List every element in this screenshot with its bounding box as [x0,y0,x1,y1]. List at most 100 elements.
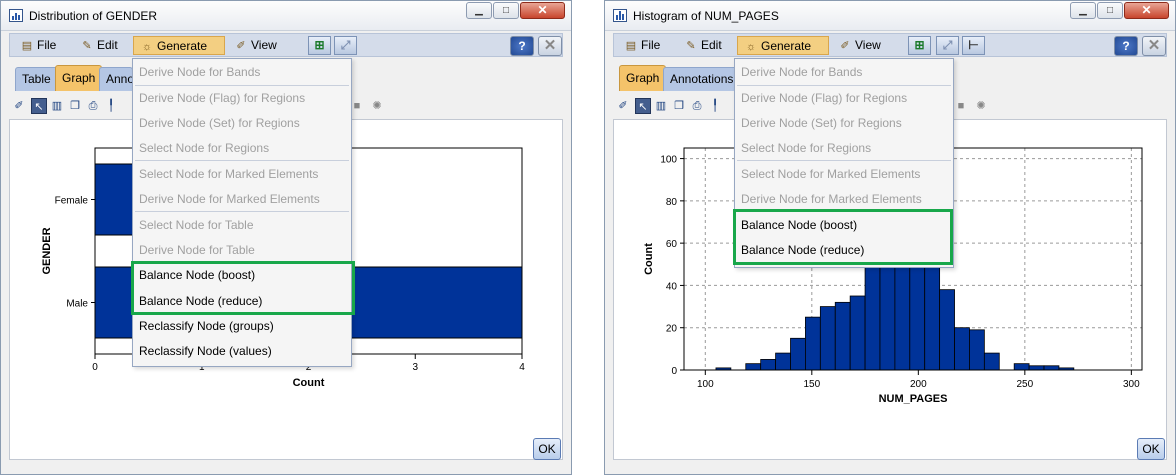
menu-item-derive-marked[interactable]: Derive Node for Marked Elements [139,192,320,206]
tab-annotations[interactable]: Annotations [663,67,741,91]
tool-icon[interactable]: ╿ [107,100,115,112]
minimize-button[interactable]: ▁ [1070,2,1096,19]
add-to-project-button[interactable]: ⊞ [908,36,931,55]
panel-toggle-button[interactable]: ⊢ [962,36,985,55]
x-tick-label: 1 [199,362,205,373]
menu-item-derive-marked[interactable]: Derive Node for Marked Elements [741,192,922,206]
maximize-button[interactable]: □ [493,2,519,19]
tab-graph[interactable]: Graph [55,65,103,91]
menu-item-select-marked[interactable]: Select Node for Marked Elements [741,167,921,181]
close-button[interactable]: ✕ [1124,2,1169,19]
menu-item-select-regions[interactable]: Select Node for Regions [139,141,270,155]
menu-item-reclassify-values[interactable]: Reclassify Node (values) [139,344,272,358]
print-icon[interactable]: ⎙ [692,100,702,112]
close-button[interactable]: ✕ [520,2,565,19]
y-tick-label: Female [55,196,89,207]
menu-view[interactable]: ✐ View [228,36,283,55]
maximize-button[interactable]: □ [1097,2,1123,19]
y-tick-label: 60 [666,239,678,250]
window-title: Distribution of GENDER [29,9,158,23]
copy-icon[interactable]: ❐ [674,100,684,112]
menu-item-derive-flag-regions[interactable]: Derive Node (Flag) for Regions [741,91,908,105]
window-app-icon [9,9,23,22]
help-icon[interactable]: ? [1114,36,1138,56]
title-bar[interactable]: Histogram of NUM_PAGES ▁ □ ✕ [605,1,1175,31]
select-icon[interactable]: ↖ [635,98,651,114]
menu-item-derive-set-regions[interactable]: Derive Node (Set) for Regions [741,116,902,130]
x-tick-label: 200 [910,379,927,390]
select-icon[interactable]: ↖ [31,98,47,114]
menu-item-select-marked[interactable]: Select Node for Marked Elements [139,167,319,181]
print-icon[interactable]: ⎙ [88,100,98,112]
graph-toolbar: ✐ ↖ ▥ ❐ ⎙ ╿ ■ ✺ [613,95,1167,117]
close-panel-icon[interactable]: ✕ [1142,36,1166,56]
histogram-bar [983,352,1000,371]
menu-separator [135,160,349,161]
menu-item-balance-reduce[interactable]: Balance Node (reduce) [741,243,865,257]
help-icon[interactable]: ? [510,36,534,56]
menu-edit[interactable]: ✎ Edit [74,36,124,55]
menu-item-balance-reduce[interactable]: Balance Node (reduce) [139,294,263,308]
histogram-bar [1013,363,1030,371]
menu-view[interactable]: ✐ View [832,36,887,55]
x-tick-label: 3 [412,362,418,373]
window-title: Histogram of NUM_PAGES [633,9,779,23]
menu-item-derive-set-regions[interactable]: Derive Node (Set) for Regions [139,116,300,130]
y-tick-label: 0 [671,366,677,377]
menu-file[interactable]: ▤ File [14,36,62,55]
menu-item-balance-boost[interactable]: Balance Node (boost) [741,218,858,232]
tab-graph[interactable]: Graph [619,65,667,91]
add-to-project-button[interactable]: ⊞ [308,36,331,55]
ok-button[interactable]: OK [1137,438,1165,460]
x-tick-label: 300 [1123,379,1140,390]
histogram-bar [1043,365,1060,371]
highlight-box [131,261,355,315]
file-icon: ▤ [21,40,33,52]
disabled-tool-button[interactable]: ⤢ [334,36,357,55]
disabled-tool-button[interactable]: ⤢ [936,36,959,55]
highlight-box [733,209,953,265]
settings-icon[interactable]: ✺ [976,100,986,112]
menu-item-derive-bands[interactable]: Derive Node for Bands [139,65,261,79]
tab-annotations[interactable]: Anno [99,67,133,91]
brush-icon: ✐ [236,40,246,52]
menu-item-reclassify-groups[interactable]: Reclassify Node (groups) [139,319,274,333]
menu-edit[interactable]: ✎ Edit [678,36,728,55]
menu-generate[interactable]: ☼ Generate [737,36,829,55]
tool-icon[interactable]: ╿ [711,100,719,112]
menu-item-derive-table[interactable]: Derive Node for Table [139,243,255,257]
menu-item-balance-boost[interactable]: Balance Node (boost) [139,268,256,282]
tool-icon[interactable]: ■ [957,100,965,112]
generate-icon: ☼ [745,41,757,53]
y-tick-label: 80 [666,197,678,208]
y-tick-label: 20 [666,324,678,335]
title-bar[interactable]: Distribution of GENDER ▁ □ ✕ [1,1,571,31]
copy-icon[interactable]: ❐ [70,100,80,112]
menu-item-derive-flag-regions[interactable]: Derive Node (Flag) for Regions [139,91,306,105]
ok-button[interactable]: OK [533,438,561,460]
histogram-bar [864,257,881,371]
x-tick-label: 100 [697,379,714,390]
menu-separator [737,85,951,86]
menu-bar: ▤ File ✎ Edit ☼ Generate ✐ View ⊞ ⤢ ⊢ ? ✕ [613,33,1167,57]
x-tick-label: 2 [306,362,312,373]
minimize-button[interactable]: ▁ [466,2,492,19]
close-panel-icon[interactable]: ✕ [538,36,562,56]
chart-icon[interactable]: ▥ [51,100,63,112]
y-tick-label: Male [66,299,88,310]
chart-icon[interactable]: ▥ [655,100,667,112]
menu-item-select-table[interactable]: Select Node for Table [139,218,254,232]
histogram-bar [775,352,791,371]
brush-icon[interactable]: ✐ [618,100,628,112]
histogram-bar [954,327,970,371]
histogram-bar [924,253,941,371]
brush-icon[interactable]: ✐ [14,100,24,112]
menu-file[interactable]: ▤ File [618,36,666,55]
menu-generate[interactable]: ☼ Generate [133,36,225,55]
settings-icon[interactable]: ✺ [372,100,382,112]
x-tick-label: 4 [519,362,525,373]
tab-table[interactable]: Table [15,67,58,91]
menu-item-select-regions[interactable]: Select Node for Regions [741,141,872,155]
menu-item-derive-bands[interactable]: Derive Node for Bands [741,65,863,79]
tool-icon[interactable]: ■ [353,100,361,112]
